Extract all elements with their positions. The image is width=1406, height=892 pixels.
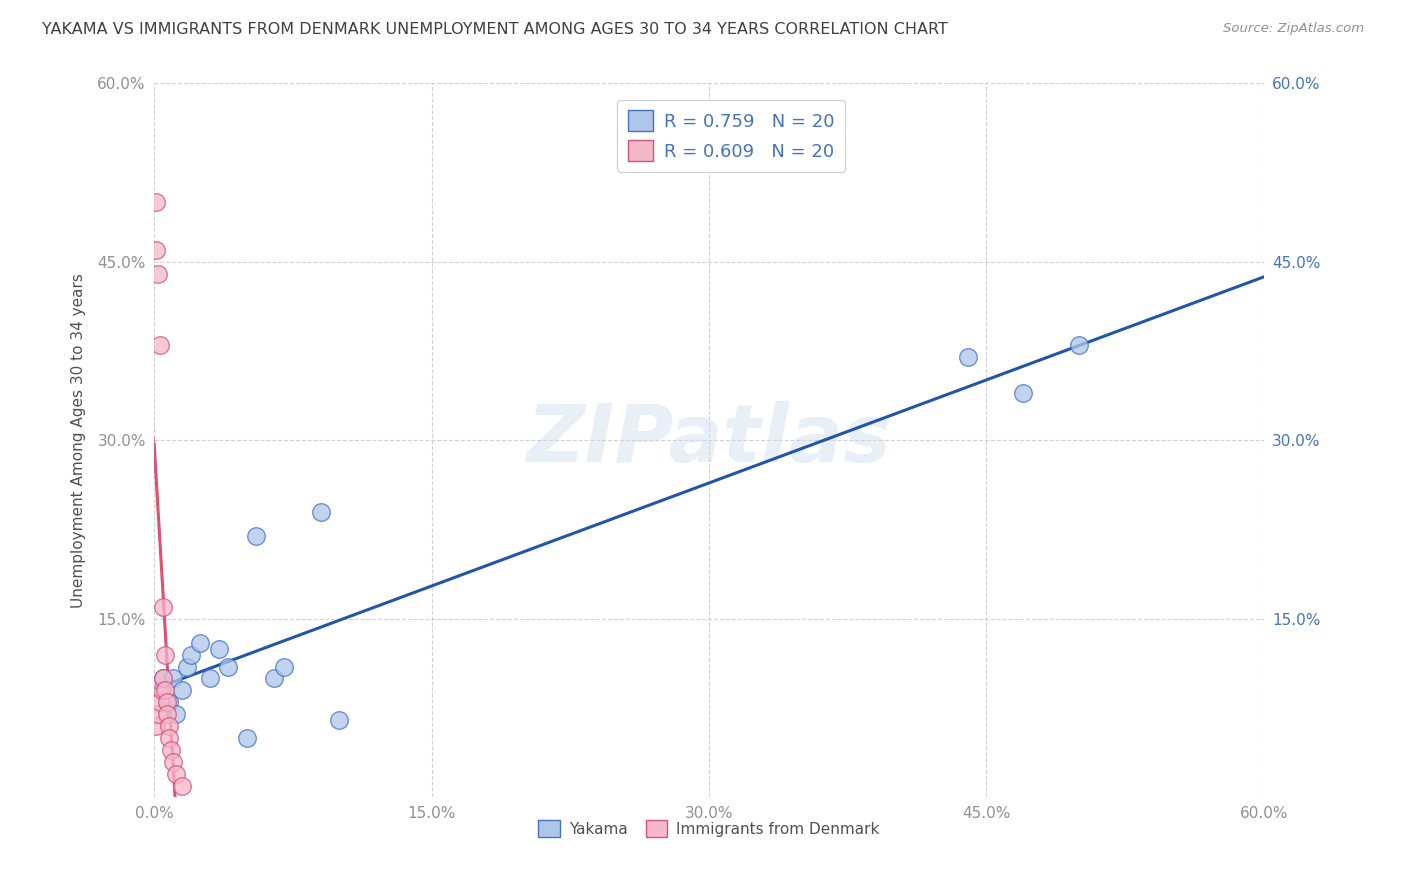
Point xyxy=(146,267,169,281)
Point xyxy=(180,648,202,662)
Point xyxy=(165,707,187,722)
Point xyxy=(309,505,332,519)
Point xyxy=(157,695,180,709)
Point xyxy=(273,659,295,673)
Legend: Yakama, Immigrants from Denmark: Yakama, Immigrants from Denmark xyxy=(531,814,886,843)
Point xyxy=(217,659,239,673)
Point xyxy=(165,766,187,780)
Y-axis label: Unemployment Among Ages 30 to 34 years: Unemployment Among Ages 30 to 34 years xyxy=(72,273,86,607)
Text: ZIPatlas: ZIPatlas xyxy=(526,401,891,479)
Point xyxy=(146,707,169,722)
Point xyxy=(208,641,231,656)
Point xyxy=(245,528,267,542)
Point xyxy=(1067,338,1090,352)
Text: YAKAMA VS IMMIGRANTS FROM DENMARK UNEMPLOYMENT AMONG AGES 30 TO 34 YEARS CORRELA: YAKAMA VS IMMIGRANTS FROM DENMARK UNEMPL… xyxy=(42,22,948,37)
Point xyxy=(176,659,198,673)
Point xyxy=(155,683,177,698)
Point xyxy=(263,672,285,686)
Point xyxy=(149,338,172,352)
Point xyxy=(956,350,979,364)
Point xyxy=(170,779,193,793)
Text: Source: ZipAtlas.com: Source: ZipAtlas.com xyxy=(1223,22,1364,36)
Point xyxy=(235,731,257,745)
Point xyxy=(145,195,167,210)
Point xyxy=(152,672,174,686)
Point xyxy=(157,719,180,733)
Point xyxy=(160,743,183,757)
Point xyxy=(152,672,174,686)
Point xyxy=(149,695,172,709)
Point xyxy=(157,731,180,745)
Point xyxy=(198,672,221,686)
Point xyxy=(1012,385,1035,400)
Point xyxy=(170,683,193,698)
Point xyxy=(328,713,350,727)
Point xyxy=(145,719,167,733)
Point xyxy=(162,672,184,686)
Point xyxy=(156,707,179,722)
Point xyxy=(145,243,167,257)
Point xyxy=(150,683,173,698)
Point xyxy=(190,636,212,650)
Point xyxy=(155,648,177,662)
Point xyxy=(156,695,179,709)
Point xyxy=(162,755,184,769)
Point xyxy=(152,600,174,615)
